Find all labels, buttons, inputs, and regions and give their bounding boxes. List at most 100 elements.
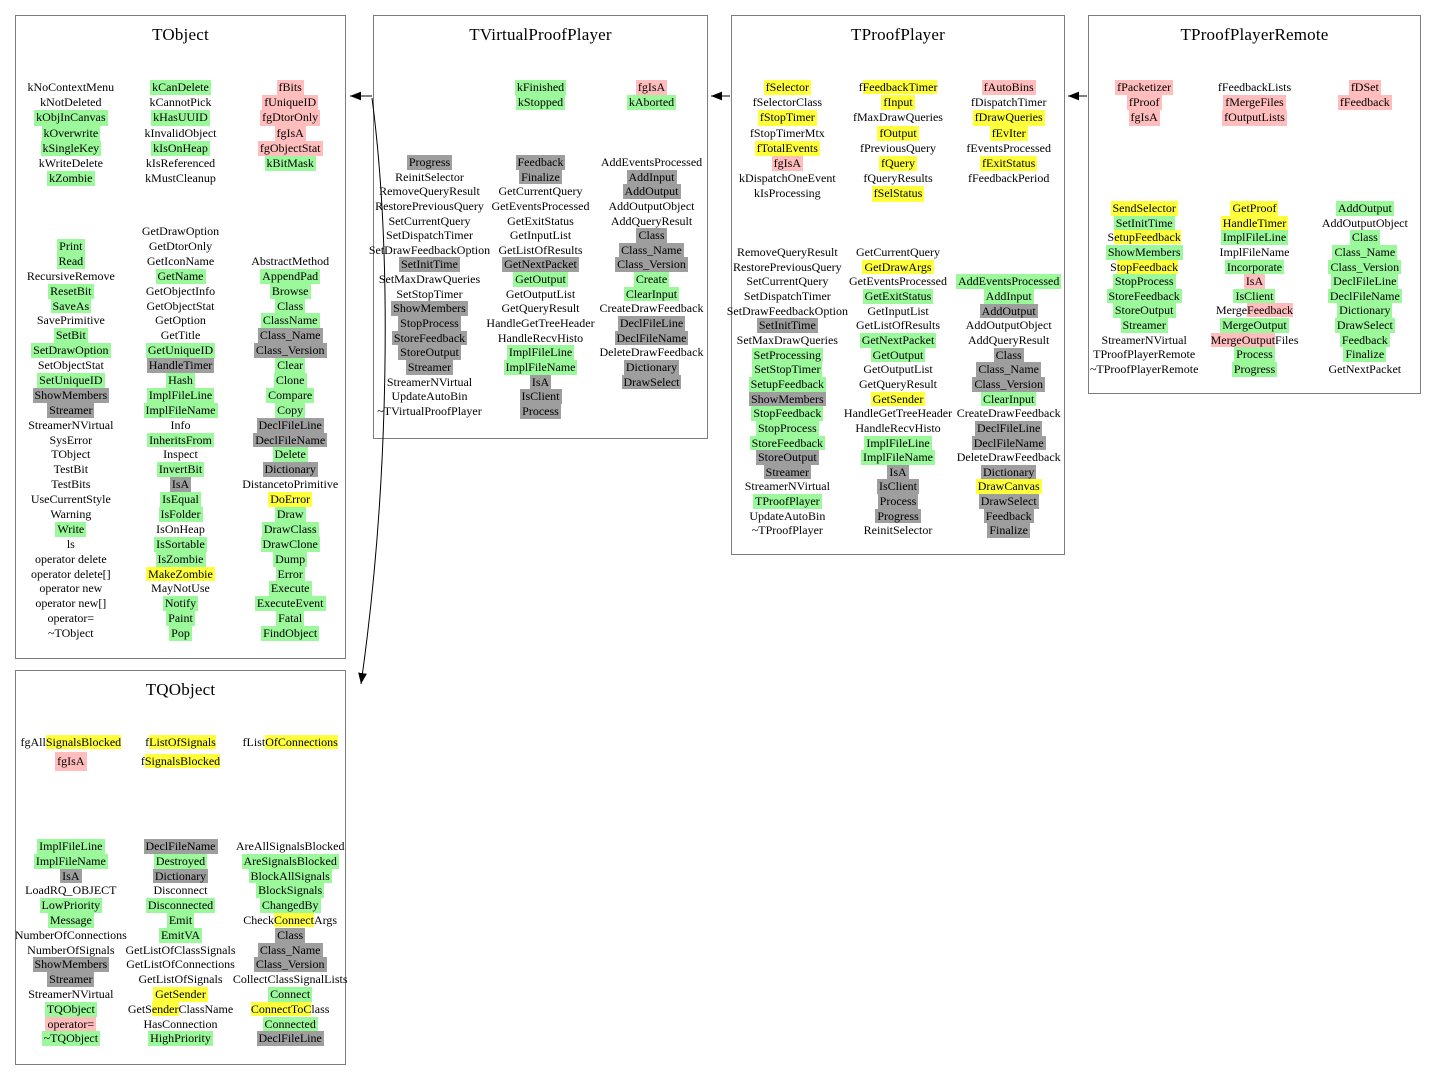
member-item[interactable]: IsOnHeap: [156, 521, 205, 536]
member-item[interactable]: GetObjectInfo: [145, 283, 216, 298]
member-item[interactable]: Process: [520, 403, 561, 419]
member-item[interactable]: MergeFeedback: [1215, 303, 1294, 318]
member-item[interactable]: GetEventsProcessed: [849, 274, 947, 289]
member-item[interactable]: Browse: [269, 283, 311, 299]
member-item[interactable]: GetSenderClassName: [127, 1001, 234, 1016]
member-item[interactable]: ClearInput: [981, 391, 1037, 407]
member-item[interactable]: fgIsA: [16, 752, 126, 771]
member-item[interactable]: DrawSelect: [978, 494, 1039, 509]
member-item[interactable]: IsA: [529, 374, 552, 390]
member-item[interactable]: TQObject: [44, 1001, 97, 1017]
member-item[interactable]: fgObjectStat: [257, 140, 323, 156]
member-item[interactable]: Dictionary: [623, 359, 680, 375]
member-item[interactable]: Fatal: [276, 611, 305, 627]
member-item[interactable]: AddOutputObject: [965, 318, 1052, 333]
member-item[interactable]: Class_Version: [972, 376, 1046, 392]
member-item[interactable]: AddInput: [983, 289, 1034, 304]
member-item[interactable]: Inspect: [163, 447, 198, 462]
member-item[interactable]: AddEventsProcessed: [600, 155, 703, 169]
member-item[interactable]: ReinitSelector: [863, 523, 933, 538]
member-item[interactable]: GetProof: [1230, 201, 1279, 216]
member-item[interactable]: IsClient: [1233, 288, 1276, 304]
member-item[interactable]: Notify: [162, 596, 199, 612]
member-item[interactable]: Process: [1234, 347, 1275, 363]
member-item[interactable]: Compare: [266, 387, 315, 403]
class-title[interactable]: TQObject: [145, 680, 216, 699]
member-item[interactable]: IsClient: [519, 389, 562, 404]
member-item[interactable]: Progress: [875, 508, 921, 524]
member-item[interactable]: ResetBit: [48, 283, 94, 299]
member-item[interactable]: GetListOfClassSignals: [125, 942, 236, 957]
member-item[interactable]: StopFeedback: [1110, 259, 1179, 274]
member-item[interactable]: Pop: [169, 626, 192, 641]
member-item[interactable]: ClassName: [260, 313, 320, 329]
member-item[interactable]: Progress: [406, 155, 453, 170]
member-item[interactable]: kIsProcessing: [754, 186, 821, 201]
class-title[interactable]: TProofPlayer: [851, 25, 945, 44]
member-item[interactable]: TestBits: [51, 477, 91, 492]
member-item[interactable]: fMergeFiles: [1223, 95, 1286, 111]
member-item[interactable]: ImplFileLine: [1220, 230, 1289, 245]
member-item[interactable]: Feedback: [983, 508, 1034, 524]
member-item[interactable]: GetCurrentQuery: [856, 245, 940, 260]
member-item[interactable]: InvertBit: [156, 462, 205, 478]
member-item[interactable]: operator new: [39, 581, 103, 596]
member-item[interactable]: kDispatchOneEvent: [739, 171, 836, 186]
member-item[interactable]: kBitMask: [264, 155, 316, 172]
member-item[interactable]: AddOutputObject: [608, 198, 695, 213]
member-item[interactable]: HandleRecvHisto: [855, 420, 941, 435]
member-item[interactable]: fOutputLists: [1222, 110, 1287, 126]
member-item[interactable]: Info: [170, 417, 191, 432]
member-item[interactable]: LowPriority: [39, 898, 103, 913]
member-item[interactable]: SaveAs: [50, 298, 92, 314]
member-item[interactable]: DrawClone: [260, 536, 320, 552]
member-item[interactable]: MergeOutput: [1220, 318, 1289, 333]
member-item[interactable]: StoreFeedback: [749, 435, 825, 451]
member-item[interactable]: AddQueryResult: [610, 213, 693, 228]
member-item[interactable]: operator=: [45, 1016, 97, 1032]
member-item[interactable]: kWriteDelete: [38, 155, 103, 170]
member-item[interactable]: AddEventsProcessed: [956, 274, 1062, 290]
member-item[interactable]: GetNextPacket: [502, 257, 579, 273]
member-item[interactable]: ShowMembers: [32, 957, 110, 973]
member-item[interactable]: fFeedbackTimer: [858, 80, 938, 94]
member-item[interactable]: DeclFileLine: [256, 417, 324, 433]
member-item[interactable]: SetDrawOption: [31, 343, 111, 359]
member-item[interactable]: fQueryResults: [863, 171, 933, 186]
member-item[interactable]: TestBit: [53, 462, 89, 477]
member-item[interactable]: DeclFileLine: [256, 1031, 324, 1047]
member-item[interactable]: SetBit: [53, 328, 88, 344]
member-item[interactable]: fMaxDrawQueries: [853, 110, 943, 125]
member-item[interactable]: IsZombie: [155, 551, 206, 567]
member-item[interactable]: HandleGetTreeHeader: [843, 406, 953, 421]
member-item[interactable]: SetInitTime: [756, 318, 818, 334]
member-item[interactable]: ImplFileLine: [864, 435, 932, 451]
member-item[interactable]: ImplFileLine: [37, 839, 105, 854]
member-item[interactable]: DeclFileLine: [975, 420, 1043, 436]
member-item[interactable]: kMustCleanup: [145, 171, 216, 186]
member-item[interactable]: DeleteDrawFeedback: [956, 450, 1061, 465]
member-item[interactable]: Execute: [268, 581, 312, 597]
member-item[interactable]: fSignalsBlocked: [140, 754, 221, 768]
member-item[interactable]: Delete: [272, 447, 308, 463]
member-item[interactable]: ShowMembers: [391, 301, 468, 317]
member-item[interactable]: BlockSignals: [256, 883, 325, 899]
member-item[interactable]: Dictionary: [262, 462, 318, 478]
member-item[interactable]: GetQueryResult: [859, 376, 937, 391]
member-item[interactable]: IsFolder: [158, 506, 203, 522]
member-item[interactable]: kStopped: [515, 95, 566, 111]
member-item[interactable]: GetCurrentQuery: [498, 184, 583, 199]
member-item[interactable]: IsA: [1243, 274, 1266, 289]
member-item[interactable]: Class_Version: [253, 343, 327, 359]
member-item[interactable]: Create: [633, 272, 670, 287]
member-item[interactable]: StreamerNVirtual: [28, 986, 114, 1001]
member-item[interactable]: GetIconName: [146, 253, 215, 268]
member-item[interactable]: GetNextPacket: [1328, 362, 1402, 377]
class-title[interactable]: TVirtualProofPlayer: [469, 25, 612, 44]
member-item[interactable]: StreamerNVirtual: [1101, 332, 1187, 347]
member-item[interactable]: UpdateAutoBin: [391, 389, 468, 404]
member-item[interactable]: GetEventsProcessed: [491, 198, 590, 213]
member-item[interactable]: SavePrimitive: [36, 313, 105, 328]
member-item[interactable]: Streamer: [1120, 318, 1168, 333]
member-item[interactable]: ImplFileName: [143, 402, 218, 418]
